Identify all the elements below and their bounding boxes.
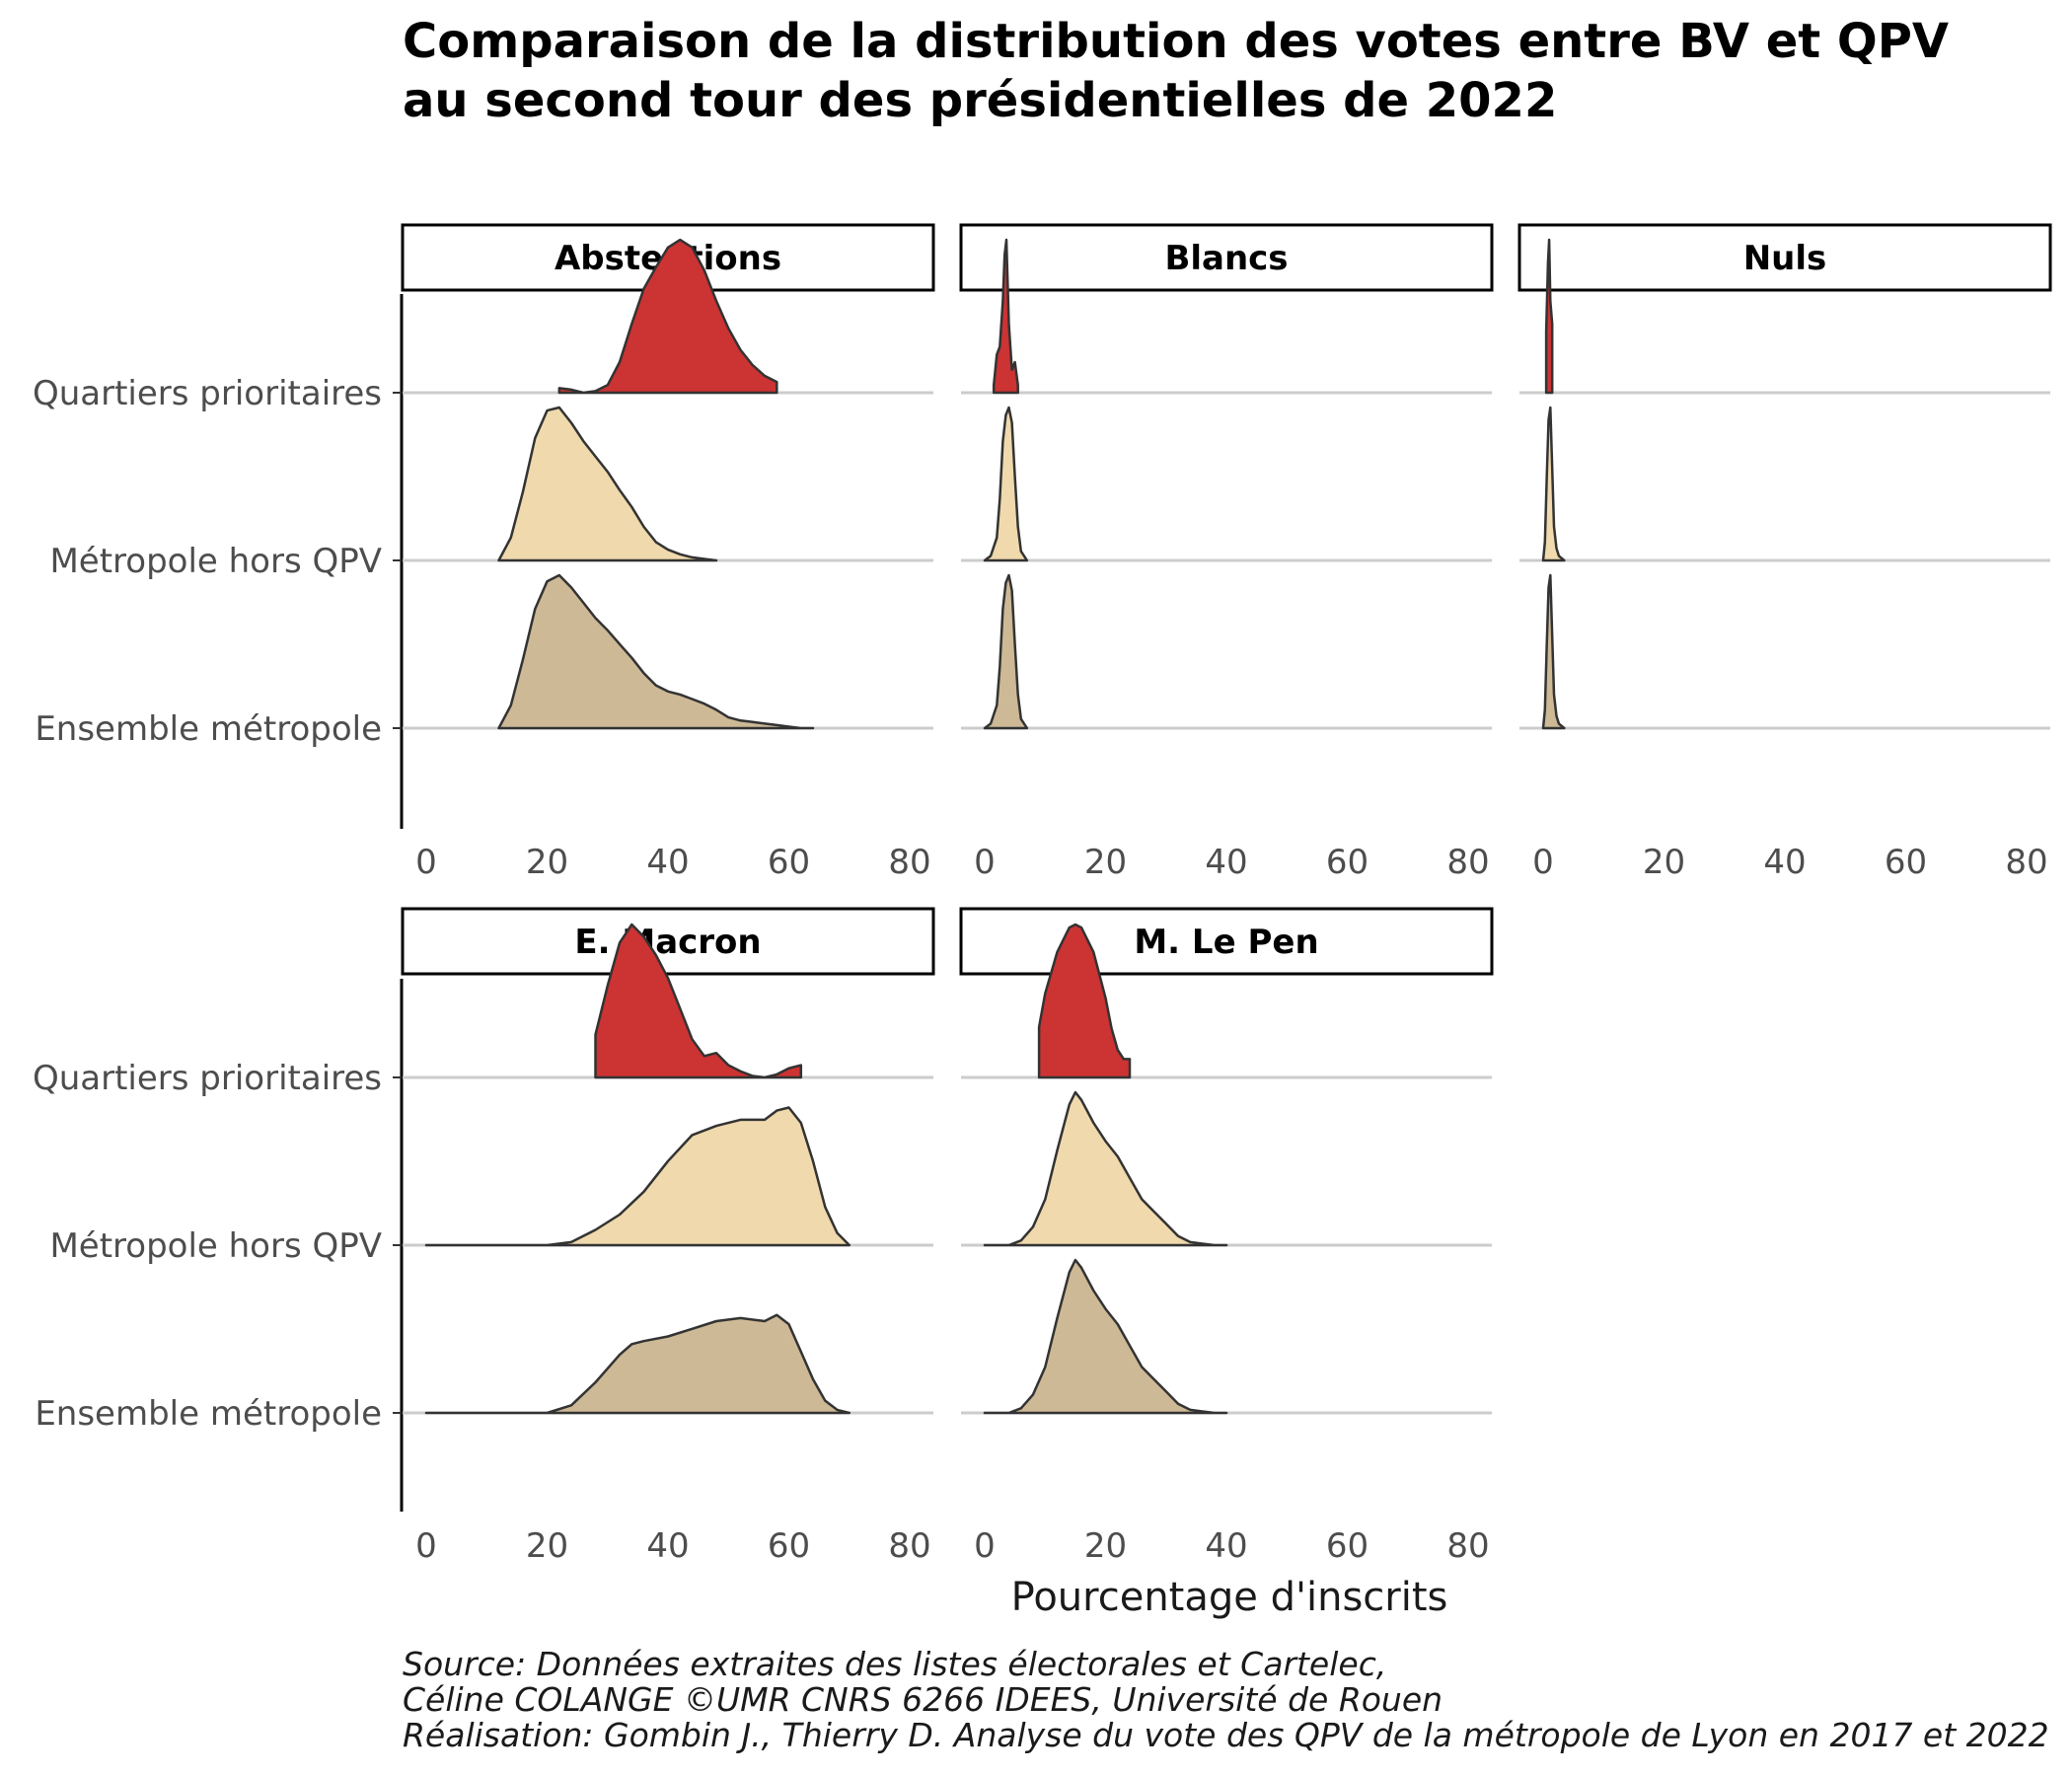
- ridge-abstentions-metropole-hors-qpv: [497, 406, 718, 562]
- x-axis-title: Pourcentage d'inscrits: [1011, 1575, 1448, 1620]
- x-tick-label: 80: [888, 1526, 930, 1566]
- x-tick-label: 20: [526, 843, 568, 882]
- x-tick-label: 0: [974, 1526, 996, 1566]
- ridge-blancs-quartiers-prioritaires: [992, 238, 1019, 395]
- x-tick-label: 60: [1326, 843, 1369, 882]
- x-tick-label: 0: [415, 843, 437, 882]
- y-label-quartiers-prioritaires: Quartiers prioritaires: [33, 374, 382, 413]
- ridge-abstentions-ensemble-metropole: [497, 573, 815, 730]
- x-tick-label: 60: [768, 1526, 810, 1566]
- ridge-e-macron-metropole-hors-qpv: [424, 1106, 851, 1247]
- ridge-m-le-pen-metropole-hors-qpv: [983, 1090, 1228, 1247]
- caption-line-2: Céline COLANGE ©UMR CNRS 6266 IDEES, Uni…: [403, 1680, 1443, 1719]
- facet-strip: [401, 907, 935, 976]
- caption-line-1: Source: Données extraites des listes éle…: [403, 1645, 1386, 1683]
- x-tick-label: 0: [974, 843, 996, 882]
- y-axis-row-2: Quartiers prioritaires Métropole hors QPV…: [33, 979, 404, 1512]
- x-tick-label: 80: [2005, 843, 2047, 882]
- ridge-abstentions-quartiers-prioritaires: [557, 238, 778, 395]
- caption-line-3: Réalisation: Gombin J., Thierry D. Analy…: [403, 1716, 2049, 1754]
- y-label-metropole-hors-qpv: Métropole hors QPV: [49, 542, 382, 581]
- x-tick-label: 20: [1643, 843, 1685, 882]
- chart-title-line-1: Comparaison de la distribution des votes…: [403, 14, 1949, 69]
- ridge-e-macron-ensemble-metropole: [424, 1313, 851, 1415]
- x-tick-label: 60: [768, 843, 810, 882]
- facet-panels: Quartiers prioritaires Métropole hors QPV…: [33, 223, 2052, 1566]
- facet-m-le-pen: M. Le Pen 0 20 40 60 80: [959, 907, 1494, 1566]
- x-tick-label: 20: [1084, 843, 1127, 882]
- x-tick-label: 40: [1205, 1526, 1247, 1566]
- x-tick-label: 20: [1084, 1526, 1127, 1566]
- facet-e-macron: E. Macron 0 20 40 60 80: [401, 907, 935, 1566]
- ridge-nuls-metropole-hors-qpv: [1541, 406, 1566, 562]
- facet-strip: [959, 907, 1494, 976]
- x-tick-label: 60: [1885, 843, 1927, 882]
- facet-strip-label: E. Macron: [574, 923, 761, 962]
- facet-strip-label: M. Le Pen: [1134, 923, 1318, 962]
- y-label-ensemble-metropole: Ensemble métropole: [35, 1394, 382, 1434]
- ridge-blancs-metropole-hors-qpv: [983, 406, 1029, 562]
- x-tick-label: 20: [526, 1526, 568, 1566]
- ridge-m-le-pen-ensemble-metropole: [983, 1258, 1228, 1415]
- facet-abstentions: Abstentions020406080: [401, 223, 935, 882]
- facet-strip: [1517, 223, 2052, 292]
- x-tick-label: 80: [888, 843, 930, 882]
- facet-strip: [959, 223, 1494, 292]
- y-label-quartiers-prioritaires: Quartiers prioritaires: [33, 1059, 382, 1098]
- chart-title-line-2: au second tour des présidentielles de 20…: [403, 73, 1557, 128]
- facet-nuls: Nuls 0 20 40 60 80: [1517, 223, 2052, 882]
- ridge-blancs-ensemble-metropole: [983, 573, 1029, 730]
- x-tick-label: 40: [646, 843, 689, 882]
- y-axis-row-1: Quartiers prioritaires Métropole hors QPV…: [33, 294, 404, 829]
- x-tick-label: 40: [1205, 843, 1247, 882]
- chart-title: Comparaison de la distribution des votes…: [403, 14, 1949, 128]
- ridge-m-le-pen-quartiers-prioritaires: [1037, 923, 1132, 1079]
- x-tick-label: 40: [1763, 843, 1806, 882]
- ridge-e-macron-quartiers-prioritaires: [594, 923, 803, 1079]
- facet-blancs: Blancs 0 20 40 60 80: [959, 223, 1494, 882]
- y-label-ensemble-metropole: Ensemble métropole: [35, 709, 382, 749]
- x-tick-label: 0: [1532, 843, 1554, 882]
- y-label-metropole-hors-qpv: Métropole hors QPV: [49, 1226, 382, 1266]
- facet-strip-label: Nuls: [1743, 239, 1827, 278]
- x-tick-label: 0: [415, 1526, 437, 1566]
- x-tick-label: 80: [1446, 843, 1489, 882]
- x-tick-label: 40: [646, 1526, 689, 1566]
- ridge-nuls-quartiers-prioritaires: [1544, 238, 1554, 395]
- x-tick-label: 80: [1446, 1526, 1489, 1566]
- facet-strip-label: Blancs: [1164, 239, 1288, 278]
- ridge-nuls-ensemble-metropole: [1541, 573, 1566, 730]
- x-tick-label: 60: [1326, 1526, 1369, 1566]
- caption: Source: Données extraites des listes éle…: [403, 1645, 2049, 1754]
